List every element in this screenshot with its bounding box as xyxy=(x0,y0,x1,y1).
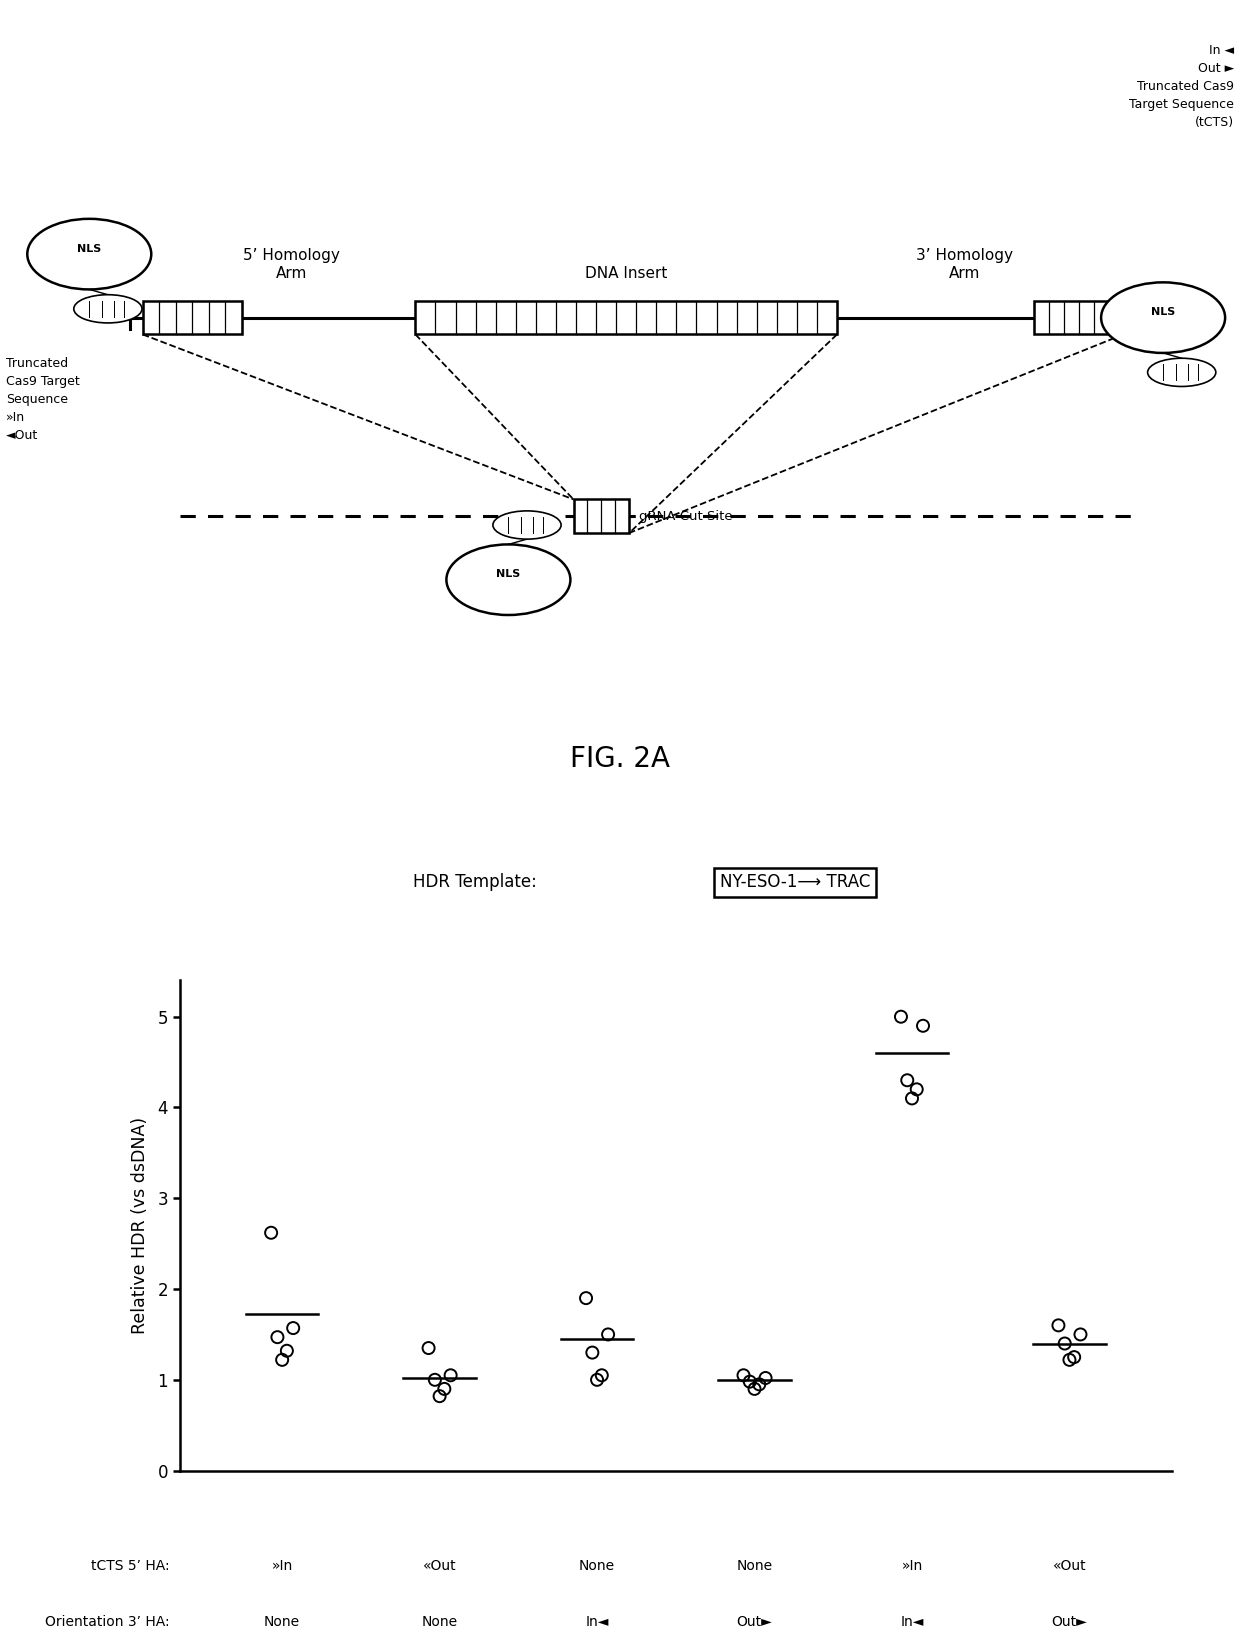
Ellipse shape xyxy=(492,511,560,539)
Text: «Out: «Out xyxy=(423,1559,456,1574)
Point xyxy=(740,1369,760,1395)
Text: DNA Insert: DNA Insert xyxy=(585,266,667,281)
Text: NY-ESO-1⟶ TRAC: NY-ESO-1⟶ TRAC xyxy=(719,873,870,892)
Bar xyxy=(573,500,630,533)
Ellipse shape xyxy=(27,219,151,289)
Ellipse shape xyxy=(1148,358,1216,387)
Ellipse shape xyxy=(74,294,141,324)
Text: tCTS 5’ HA:: tCTS 5’ HA: xyxy=(92,1559,170,1574)
Point xyxy=(277,1338,296,1364)
Point xyxy=(1064,1345,1084,1371)
Text: NLS: NLS xyxy=(496,569,521,580)
Text: 5’ Homology
Arm: 5’ Homology Arm xyxy=(243,248,340,281)
Point xyxy=(588,1366,608,1392)
Point xyxy=(744,1376,764,1402)
Point xyxy=(749,1371,769,1397)
Point xyxy=(283,1315,303,1342)
Point xyxy=(906,1077,926,1103)
Text: 3’ Homology
Arm: 3’ Homology Arm xyxy=(916,248,1013,281)
Point xyxy=(430,1382,450,1409)
Bar xyxy=(143,301,242,335)
Point xyxy=(440,1363,460,1389)
Point xyxy=(898,1067,918,1093)
Text: HDR Template:: HDR Template: xyxy=(413,873,537,892)
Point xyxy=(268,1324,288,1350)
Point xyxy=(1059,1346,1079,1373)
Point xyxy=(434,1376,454,1402)
Point xyxy=(598,1322,618,1348)
Text: Out►: Out► xyxy=(1052,1614,1087,1629)
Y-axis label: Relative HDR (vs dsDNA): Relative HDR (vs dsDNA) xyxy=(131,1118,149,1333)
Point xyxy=(273,1346,293,1373)
Text: None: None xyxy=(737,1559,773,1574)
Point xyxy=(892,1003,911,1029)
Ellipse shape xyxy=(446,544,570,614)
Point xyxy=(913,1013,932,1039)
Point xyxy=(901,1085,921,1111)
Text: In ◄
Out ►
Truncated Cas9
Target Sequence
(tCTS): In ◄ Out ► Truncated Cas9 Target Sequenc… xyxy=(1128,44,1234,129)
Text: gRNA Cut Site: gRNA Cut Site xyxy=(639,510,733,523)
Text: FIG. 2A: FIG. 2A xyxy=(570,745,670,773)
Point xyxy=(425,1366,445,1392)
Point xyxy=(755,1364,775,1391)
Point xyxy=(1070,1322,1090,1348)
Ellipse shape xyxy=(1101,283,1225,353)
Point xyxy=(262,1219,281,1245)
Text: »In: »In xyxy=(901,1559,923,1574)
Text: »In: »In xyxy=(272,1559,293,1574)
Point xyxy=(591,1363,611,1389)
Bar xyxy=(1034,301,1123,335)
Point xyxy=(1049,1312,1069,1338)
Text: None: None xyxy=(422,1614,458,1629)
Text: In◄: In◄ xyxy=(585,1614,609,1629)
Point xyxy=(583,1340,603,1366)
Text: Truncated
Cas9 Target
Sequence
»In
◄Out: Truncated Cas9 Target Sequence »In ◄Out xyxy=(6,358,79,443)
Text: None: None xyxy=(579,1559,615,1574)
Point xyxy=(734,1363,754,1389)
Text: None: None xyxy=(264,1614,300,1629)
Text: «Out: «Out xyxy=(1053,1559,1086,1574)
Text: NLS: NLS xyxy=(77,243,102,253)
Text: Out►: Out► xyxy=(737,1614,773,1629)
Point xyxy=(577,1284,596,1310)
Text: Orientation 3’ HA:: Orientation 3’ HA: xyxy=(45,1614,170,1629)
Point xyxy=(419,1335,439,1361)
Text: In◄: In◄ xyxy=(900,1614,924,1629)
Bar xyxy=(415,301,837,335)
Point xyxy=(1055,1330,1075,1356)
Text: NLS: NLS xyxy=(1151,307,1176,317)
